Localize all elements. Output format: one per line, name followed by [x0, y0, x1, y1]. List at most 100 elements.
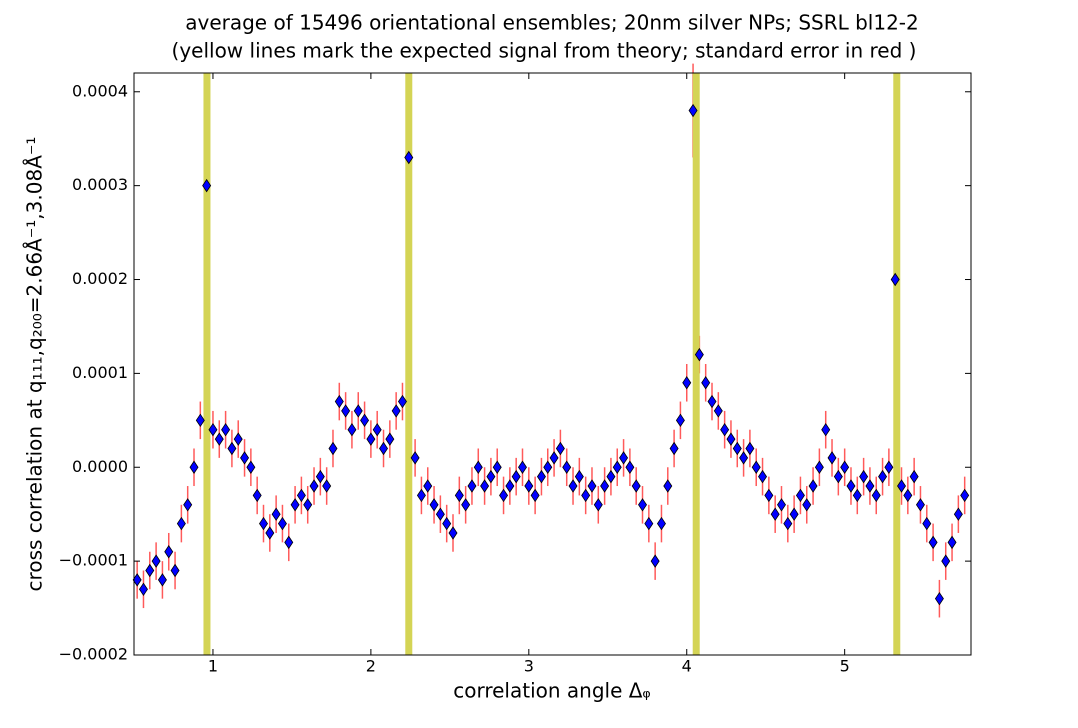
data-point [391, 404, 401, 418]
data-point [189, 460, 199, 474]
x-tick-label: 2 [366, 657, 376, 676]
data-point [233, 432, 243, 446]
data-point [960, 488, 970, 503]
data-point [511, 469, 521, 484]
data-point [170, 563, 180, 578]
data-point [416, 488, 426, 503]
data-point [720, 422, 730, 437]
data-point [764, 488, 774, 503]
data-point [214, 432, 224, 446]
data-point [265, 526, 275, 540]
data-point [909, 469, 919, 484]
y-axis-label: cross correlation at q₁₁₁,q₂₀₀=2.66Å⁻¹,3… [23, 137, 47, 592]
data-point [448, 526, 458, 540]
data-point [372, 422, 382, 437]
data-point [707, 394, 717, 409]
data-point [903, 488, 913, 503]
data-point [922, 516, 932, 531]
data-point [802, 498, 812, 512]
y-tick-label: 0.0001 [72, 363, 128, 382]
data-point [675, 413, 685, 428]
data-point [296, 488, 306, 503]
data-point [739, 451, 749, 465]
data-point [442, 516, 452, 531]
data-point [157, 573, 167, 587]
data-point [208, 422, 218, 437]
data-point [536, 469, 546, 484]
data-point [694, 347, 704, 362]
data-point [410, 451, 420, 465]
data-point [183, 498, 193, 512]
data-point [593, 498, 603, 512]
x-tick-label: 1 [208, 657, 218, 676]
data-point [732, 441, 742, 456]
data-point [347, 422, 357, 437]
data-point [701, 376, 711, 390]
data-point [669, 441, 679, 456]
data-point [334, 394, 344, 409]
data-point [404, 150, 414, 165]
data-point [770, 507, 780, 521]
data-point [530, 488, 540, 503]
data-point [486, 469, 496, 484]
data-point [366, 432, 376, 446]
data-point [315, 469, 325, 484]
data-point [941, 554, 951, 568]
data-point [726, 432, 736, 446]
data-point [277, 516, 287, 531]
y-tick-label: 0.0002 [72, 269, 128, 288]
data-point [890, 272, 900, 287]
chart-title: average of 15496 orientational ensembles… [185, 11, 919, 35]
data-point [176, 516, 186, 531]
data-point [619, 451, 629, 465]
data-point [202, 178, 212, 193]
data-point [461, 498, 471, 512]
data-point [644, 516, 654, 531]
data-point [846, 479, 856, 493]
data-point [758, 469, 768, 484]
data-point [322, 479, 332, 493]
data-point [827, 451, 837, 465]
data-point [751, 460, 761, 474]
data-point [663, 479, 673, 493]
data-point [429, 498, 439, 512]
y-tick-label: 0.0004 [72, 81, 128, 100]
data-point [473, 460, 483, 474]
data-point [467, 479, 477, 493]
data-point [777, 498, 786, 512]
x-tick-label: 3 [524, 657, 534, 676]
data-point [947, 535, 957, 550]
data-point [543, 460, 553, 474]
data-point [518, 460, 527, 474]
data-point [852, 488, 862, 503]
data-point [303, 498, 313, 512]
data-point [379, 441, 389, 456]
data-point [612, 460, 622, 474]
data-point [454, 488, 464, 503]
data-point [783, 516, 793, 531]
data-point [878, 469, 888, 484]
data-point [328, 441, 338, 456]
data-point [164, 545, 174, 559]
x-tick-label: 4 [682, 657, 692, 676]
plot-frame [133, 72, 972, 656]
data-point [227, 441, 237, 456]
data-point [884, 460, 894, 474]
data-point [682, 376, 692, 390]
data-point [587, 479, 597, 493]
y-tick-label: 0.0000 [72, 457, 128, 476]
data-point [808, 479, 818, 493]
y-tick-label: 0.0003 [72, 175, 128, 194]
data-point [631, 479, 641, 493]
data-point [246, 460, 256, 474]
data-point [840, 460, 850, 474]
data-point [638, 498, 647, 512]
data-point [549, 451, 559, 465]
y-tick-label: −0.0002 [59, 645, 128, 664]
data-point [688, 103, 698, 118]
data-point [859, 469, 869, 484]
data-point [656, 516, 666, 531]
data-point [259, 516, 268, 531]
data-point [397, 394, 407, 409]
